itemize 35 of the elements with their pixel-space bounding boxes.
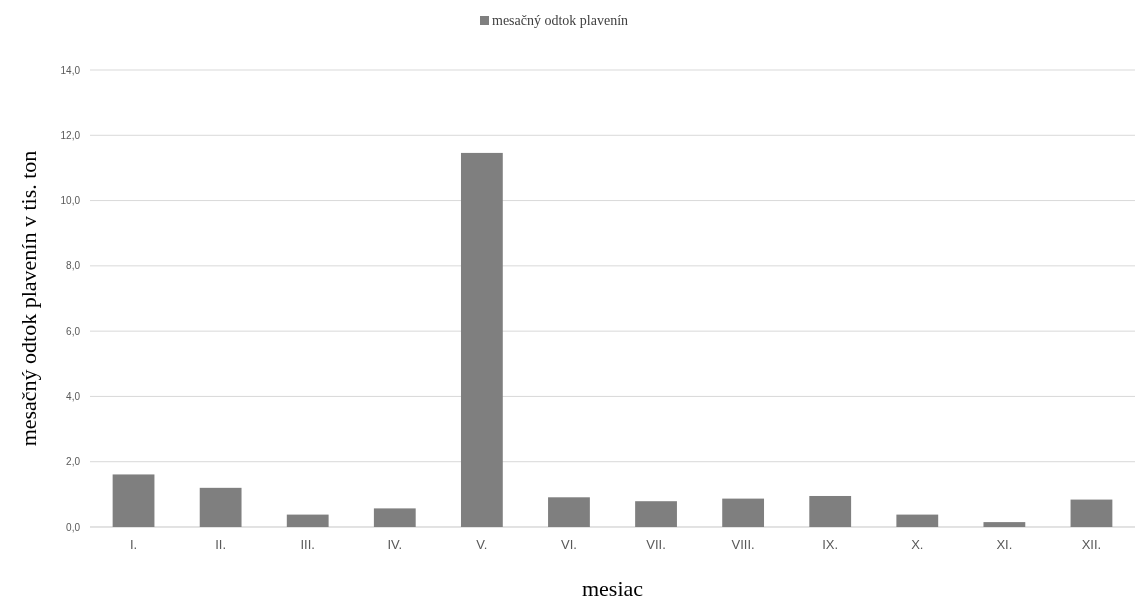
y-tick-label: 2,0 <box>66 456 81 468</box>
y-tick-label: 0,0 <box>66 521 81 533</box>
bar <box>548 497 590 527</box>
y-tick-label: 12,0 <box>60 129 81 141</box>
x-tick-label: V. <box>476 537 488 552</box>
x-tick-label: XI. <box>996 537 1013 552</box>
x-tick-label: XII. <box>1081 537 1102 552</box>
y-tick-label: 10,0 <box>60 195 81 207</box>
bar <box>896 514 939 527</box>
y-tick-label: 8,0 <box>66 260 81 272</box>
bar <box>460 152 503 527</box>
bar <box>983 522 1026 527</box>
y-tick-label: 6,0 <box>66 325 81 337</box>
x-tick-label: III. <box>300 537 315 552</box>
x-tick-label: VIII. <box>731 537 755 552</box>
legend-label: mesačný odtok plavenín <box>492 13 629 28</box>
x-tick-label: I. <box>129 537 138 552</box>
bar <box>635 501 677 527</box>
x-tick-label: IV. <box>387 537 403 552</box>
bar <box>722 498 765 527</box>
bar <box>373 508 416 527</box>
x-tick-label: IX. <box>822 537 839 552</box>
x-tick-label: VI. <box>561 537 577 552</box>
y-tick-label: 4,0 <box>66 390 81 402</box>
x-tick-label: X. <box>911 537 924 552</box>
x-axis-title: mesiac <box>581 576 644 601</box>
bar <box>1070 499 1113 527</box>
bar <box>809 495 852 527</box>
x-tick-label: II. <box>215 537 227 552</box>
bar <box>286 514 329 527</box>
bar <box>199 487 242 527</box>
y-axis-title: mesačný odtok plavenín v tis. ton <box>16 150 41 447</box>
x-tick-label: VII. <box>646 537 666 552</box>
y-tick-label: 14,0 <box>60 64 81 76</box>
bar <box>112 474 155 527</box>
